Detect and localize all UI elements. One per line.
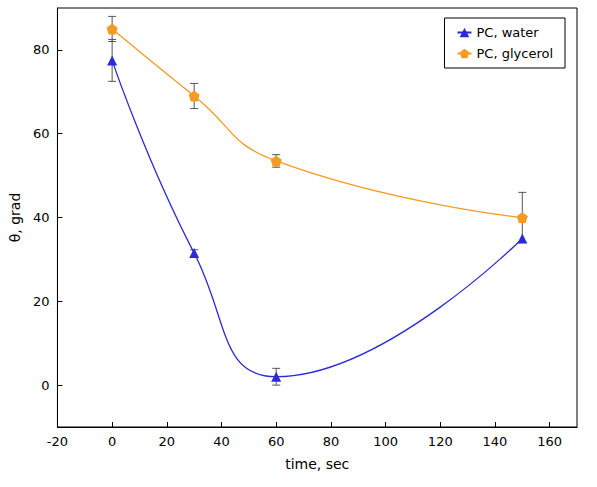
svg-text:60: 60 <box>33 126 50 141</box>
svg-text:80: 80 <box>323 434 340 449</box>
svg-text:PC, glycerol: PC, glycerol <box>476 46 553 61</box>
svg-text:60: 60 <box>268 434 285 449</box>
svg-text:100: 100 <box>373 434 398 449</box>
svg-text:PC, water: PC, water <box>476 25 539 40</box>
svg-text:-20: -20 <box>47 434 68 449</box>
svg-text:40: 40 <box>213 434 230 449</box>
svg-text:θ, grad: θ, grad <box>7 193 23 243</box>
svg-text:0: 0 <box>108 434 116 449</box>
svg-text:40: 40 <box>33 210 50 225</box>
svg-text:20: 20 <box>159 434 176 449</box>
svg-text:160: 160 <box>537 434 562 449</box>
svg-text:140: 140 <box>483 434 508 449</box>
svg-text:20: 20 <box>33 294 50 309</box>
svg-text:80: 80 <box>33 42 50 57</box>
svg-text:time, sec: time, sec <box>285 456 349 472</box>
svg-text:120: 120 <box>428 434 453 449</box>
svg-text:0: 0 <box>41 378 49 393</box>
